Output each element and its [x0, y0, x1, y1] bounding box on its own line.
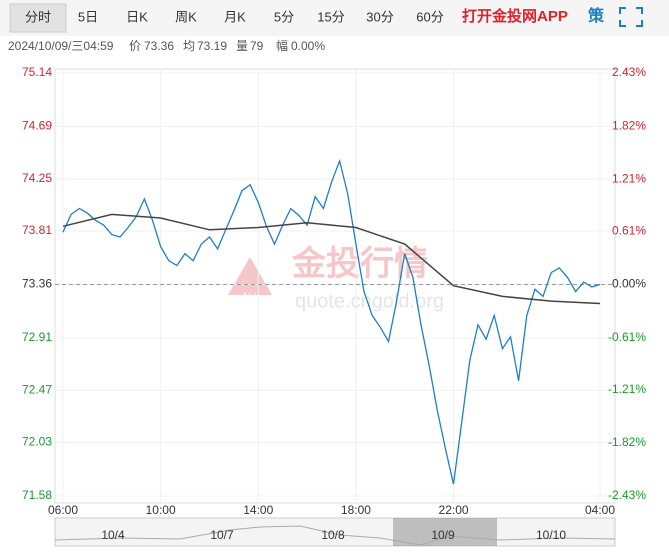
info-change-label: 幅: [276, 38, 288, 53]
navigator: 10/4 10/7 10/8 10/9 10/10: [54, 517, 616, 547]
y-tick-label: 73.81: [22, 223, 52, 237]
y-tick-label: 72.03: [22, 435, 52, 449]
y2-tick-label: 0.00%: [612, 277, 646, 291]
info-change: 0.00%: [291, 39, 325, 53]
y2-tick-label: -2.43%: [608, 488, 646, 502]
y2-tick-label: -0.61%: [608, 330, 646, 344]
tab-active: [9, 3, 67, 33]
app-link[interactable]: 打开金投网APP: [462, 7, 568, 25]
info-datetime: 2024/10/09/三04:59: [8, 39, 114, 53]
y-tick-label: 73.36: [22, 277, 52, 291]
x-tick-label: 14:00: [243, 503, 273, 517]
y-tick-label: 71.58: [22, 488, 52, 502]
tab[interactable]: 周K: [175, 9, 197, 24]
tab[interactable]: 15分: [317, 9, 344, 24]
info-avg: 73.19: [197, 39, 227, 53]
tab[interactable]: 30分: [366, 9, 393, 24]
y-tick-label: 72.47: [22, 382, 52, 396]
navigator-label: 10/4: [101, 528, 125, 542]
tab-bar: [0, 0, 669, 36]
info-volume-label: 量: [236, 39, 248, 53]
info-avg-label: 均: [183, 39, 195, 53]
x-tick-label: 04:00: [585, 503, 615, 517]
navigator-label: 10/10: [536, 528, 566, 542]
tab[interactable]: 分时: [25, 9, 51, 24]
watermark: AU 金投行情 quote.cngold.org: [228, 244, 444, 312]
tab[interactable]: 60分: [416, 9, 443, 24]
info-price: 73.36: [144, 39, 174, 53]
plot-frame: [54, 68, 616, 504]
y2-tick-label: 2.43%: [612, 65, 646, 79]
navigator-label: 10/8: [321, 528, 345, 542]
price-line: [62, 158, 601, 485]
y-tick-label: 74.69: [22, 119, 52, 133]
y2-tick-label: 0.61%: [612, 224, 646, 238]
navigator-label: 10/9: [431, 528, 455, 542]
watermark-url: quote.cngold.org: [295, 290, 444, 312]
tab[interactable]: 日K: [126, 9, 148, 24]
y2-tick-label: 1.21%: [612, 171, 646, 185]
tab[interactable]: 月K: [224, 9, 246, 24]
watermark-logo: AU: [241, 291, 256, 303]
y-tick-label: 74.25: [22, 171, 52, 185]
y-tick-label: 75.14: [22, 65, 52, 79]
info-volume: 79: [250, 39, 264, 53]
y2-tick-label: -1.82%: [608, 435, 646, 449]
x-tick-label: 06:00: [48, 503, 78, 517]
tab[interactable]: 5日: [78, 9, 98, 24]
tab[interactable]: 5分: [274, 9, 294, 24]
y-tick-label: 72.91: [22, 330, 52, 344]
fullscreen-icon[interactable]: [619, 7, 643, 27]
y2-tick-label: 1.82%: [612, 118, 646, 132]
info-price-label: 价: [129, 39, 141, 53]
navigator-label: 10/7: [210, 528, 234, 542]
price-line: [62, 213, 601, 305]
x-tick-label: 18:00: [341, 503, 371, 517]
x-tick-label: 22:00: [439, 503, 469, 517]
y2-tick-label: -1.21%: [608, 382, 646, 396]
strategy[interactable]: 策: [587, 6, 605, 25]
x-tick-label: 10:00: [146, 503, 176, 517]
